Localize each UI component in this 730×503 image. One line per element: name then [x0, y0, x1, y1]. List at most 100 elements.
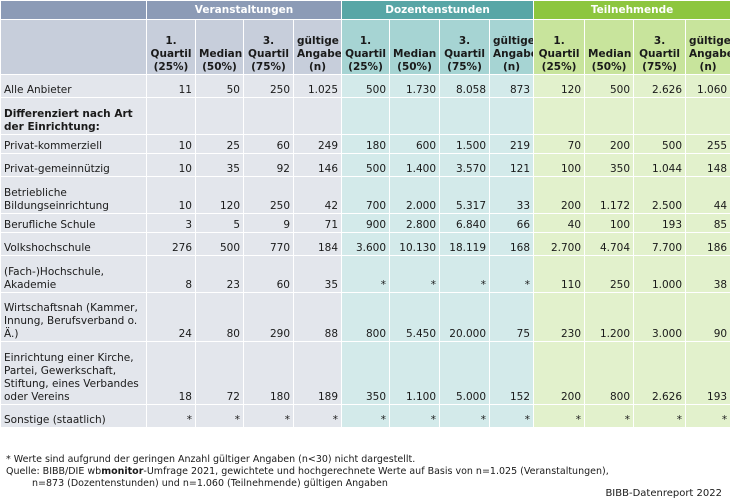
table-cell: 7.700 — [633, 232, 687, 256]
table-cell: 249 — [292, 134, 343, 154]
subheader-1-2: Median (50%) — [195, 19, 244, 75]
brand-credit: BIBB-Datenreport 2022 — [605, 488, 722, 499]
table-cell: * — [341, 404, 391, 428]
table-cell: * — [439, 255, 491, 293]
table-cell: 1.200 — [584, 292, 635, 342]
source-line-1: Quelle: BIBB/DIE wbmonitor-Umfrage 2021,… — [6, 466, 609, 477]
table-cell: 10 — [146, 176, 196, 214]
table-cell: 1.100 — [389, 341, 441, 405]
subheader-row: 1. Quartil (25%) Median (50%) 3. Quartil (… — [0, 19, 730, 75]
table-cell: 500 — [633, 134, 687, 154]
table-cell: 350 — [584, 153, 635, 177]
table-cell: 500 — [195, 232, 244, 256]
table-cell: 873 — [489, 74, 535, 98]
table-cell: 200 — [533, 176, 586, 214]
table-cell: 250 — [243, 74, 294, 98]
table-cell: 1.025 — [292, 74, 343, 98]
table-cell: * — [489, 255, 535, 293]
table-cell — [195, 97, 244, 135]
table-cell: 75 — [489, 292, 535, 342]
table-row: Differenziert nach Art der Einrichtung: — [0, 97, 730, 135]
table-cell: 100 — [533, 153, 586, 177]
table-cell: 219 — [489, 134, 535, 154]
table-cell: 80 — [195, 292, 244, 342]
table-cell: 186 — [685, 232, 730, 256]
table-cell: 2.626 — [633, 341, 687, 405]
table-cell: * — [584, 404, 635, 428]
row-label: Berufliche Schule — [0, 213, 147, 233]
footnote: * Werte sind aufgrund der geringen Anzah… — [6, 454, 416, 465]
table-cell: 33 — [489, 176, 535, 214]
table-cell — [633, 97, 687, 135]
table-cell: 71 — [292, 213, 343, 233]
table-cell: * — [195, 404, 244, 428]
table-row: Privat-kommerziell 10 25 60 249 180 600 1.500 21… — [0, 134, 730, 154]
table-row: Wirtschaftsnah (Kammer, Innung, Berufsve… — [0, 292, 730, 342]
table-cell: * — [292, 404, 343, 428]
table-cell: 60 — [243, 255, 294, 293]
table-cell: 500 — [341, 74, 391, 98]
table-cell: 1.000 — [633, 255, 687, 293]
table-cell: * — [489, 404, 535, 428]
table-cell: 1.044 — [633, 153, 687, 177]
table-cell — [489, 97, 535, 135]
row-label: Sonstige (staatlich) — [0, 404, 147, 428]
table-row: Betriebliche Bildungseinrichtung 10 120 250… — [0, 176, 730, 214]
table-cell: 5 — [195, 213, 244, 233]
table-cell: 3.000 — [633, 292, 687, 342]
table-cell: 193 — [633, 213, 687, 233]
table-cell: 230 — [533, 292, 586, 342]
table-cell: 25 — [195, 134, 244, 154]
table-cell — [439, 97, 491, 135]
table-cell: 72 — [195, 341, 244, 405]
group-header-row: Veranstaltungen Dozentenstunden Teilnehm… — [0, 0, 730, 20]
table-cell: 10 — [146, 153, 196, 177]
table-cell: * — [439, 404, 491, 428]
subheader-corner — [0, 19, 147, 75]
table-cell: 9 — [243, 213, 294, 233]
table-cell: 4.704 — [584, 232, 635, 256]
table-cell: 38 — [685, 255, 730, 293]
table-cell: 120 — [533, 74, 586, 98]
table-cell: 6.840 — [439, 213, 491, 233]
table-cell — [146, 97, 196, 135]
table-cell: 250 — [584, 255, 635, 293]
table-cell: 42 — [292, 176, 343, 214]
table-cell: 180 — [243, 341, 294, 405]
table-cell: 35 — [195, 153, 244, 177]
table-cell — [584, 97, 635, 135]
table-cell: 11 — [146, 74, 196, 98]
row-label: Wirtschaftsnah (Kammer, Innung, Berufsve… — [0, 292, 147, 342]
table-row: Alle Anbieter 11 50 250 1.025 500 1.730 8.058 87… — [0, 74, 730, 98]
group-header-dozentenstunden: Dozentenstunden — [341, 0, 535, 20]
table-cell: 180 — [341, 134, 391, 154]
table-row: Privat-gemeinnützig 10 35 92 146 500 1.400 3.57… — [0, 153, 730, 177]
table-cell: * — [389, 404, 441, 428]
table-cell: 88 — [292, 292, 343, 342]
table-header: Veranstaltungen Dozentenstunden Teilnehm… — [0, 0, 730, 75]
table-cell: * — [633, 404, 687, 428]
table-cell: 2.626 — [633, 74, 687, 98]
table-cell: * — [243, 404, 294, 428]
table-cell: 100 — [584, 213, 635, 233]
table-row: Berufliche Schule 3 5 9 71 900 2.800 6.840 66 40 1… — [0, 213, 730, 233]
header-corner — [0, 0, 147, 20]
subheader-1-1: 1. Quartil (25%) — [146, 19, 196, 75]
row-label: Privat-gemeinnützig — [0, 153, 147, 177]
table-cell — [533, 97, 586, 135]
table-cell: 85 — [685, 213, 730, 233]
table-cell — [341, 97, 391, 135]
table-cell: 148 — [685, 153, 730, 177]
table-cell: 8 — [146, 255, 196, 293]
table-cell: 250 — [243, 176, 294, 214]
row-label: Betriebliche Bildungseinrichtung — [0, 176, 147, 214]
table-cell: 800 — [584, 341, 635, 405]
table-cell: 1.060 — [685, 74, 730, 98]
table-cell: 2.800 — [389, 213, 441, 233]
subheader-1-4: gültige Angaben (n) — [292, 19, 343, 75]
table-cell: 44 — [685, 176, 730, 214]
source-line-2: n=873 (Dozentenstunden) und n=1.060 (Tei… — [32, 478, 388, 489]
table-cell: * — [389, 255, 441, 293]
table-row: Einrichtung einer Kirche, Partei, Gewerk… — [0, 341, 730, 405]
table-cell: 900 — [341, 213, 391, 233]
